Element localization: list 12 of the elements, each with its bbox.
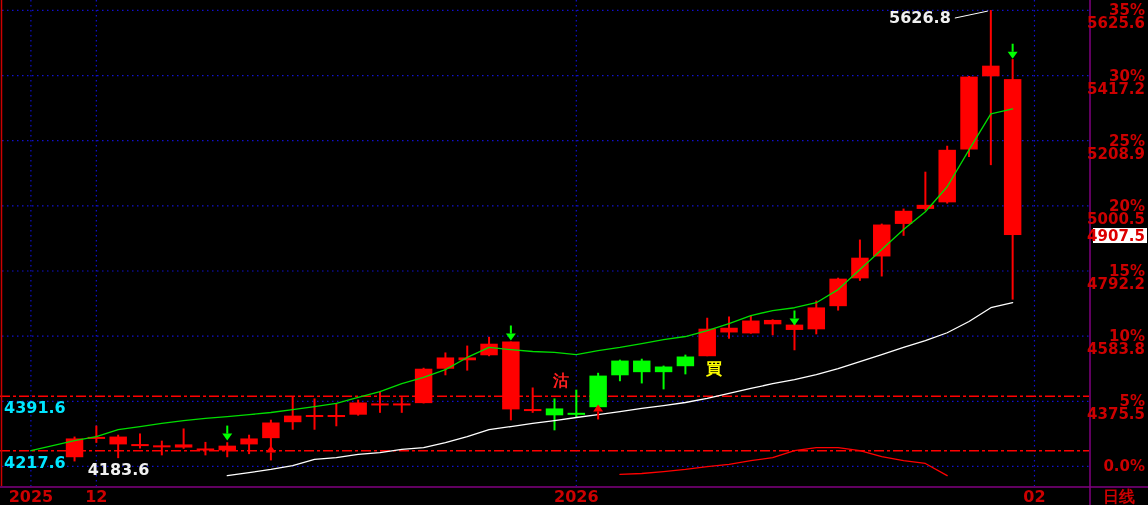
x-tick-label: 02 [1023, 487, 1046, 505]
x-axis-title: 日线 [1102, 487, 1135, 505]
annotation: 4183.6 [87, 460, 150, 480]
y2-tick-label: 0.0% [1103, 457, 1145, 476]
ref-line-label: 4217.6 [4, 452, 66, 472]
x-tick-label: 12 [85, 487, 108, 505]
annotation: 買 [704, 358, 722, 378]
x-tick-label: 2026 [554, 487, 599, 505]
ref-line-label: 4391.6 [4, 398, 66, 418]
x-tick-label: 2025 [8, 487, 54, 505]
annotation: 5626.8 [889, 8, 951, 28]
annotation: 沽 [552, 371, 570, 391]
